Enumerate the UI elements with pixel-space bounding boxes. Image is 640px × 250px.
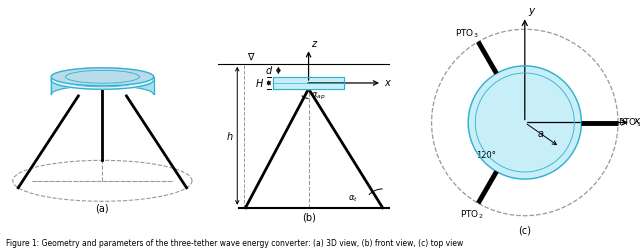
Text: $\alpha_{ap}$: $\alpha_{ap}$ xyxy=(311,91,326,102)
Text: $d$: $d$ xyxy=(266,64,274,76)
Text: $h$: $h$ xyxy=(226,130,233,142)
Text: $x$: $x$ xyxy=(633,116,640,126)
Text: $H$: $H$ xyxy=(255,77,264,89)
Text: $\alpha_t$: $\alpha_t$ xyxy=(348,193,358,204)
Text: (b): (b) xyxy=(301,212,316,222)
Text: $y$: $y$ xyxy=(528,6,536,18)
Polygon shape xyxy=(51,68,154,80)
Text: (a): (a) xyxy=(95,203,109,213)
Polygon shape xyxy=(51,68,154,86)
Text: $a$: $a$ xyxy=(537,129,544,139)
Polygon shape xyxy=(273,77,344,89)
Text: PTO$_3$: PTO$_3$ xyxy=(455,28,479,40)
Polygon shape xyxy=(51,71,154,89)
Text: PTO$_1$: PTO$_1$ xyxy=(618,116,640,129)
Text: PTO$_2$: PTO$_2$ xyxy=(460,208,483,221)
Text: $\nabla$: $\nabla$ xyxy=(246,51,255,62)
Text: Figure 1: Geometry and parameters of the three-tether wave energy converter: (a): Figure 1: Geometry and parameters of the… xyxy=(6,238,463,248)
Text: (c): (c) xyxy=(518,226,531,235)
Text: $x$: $x$ xyxy=(384,78,392,88)
Text: 120°: 120° xyxy=(476,152,496,160)
Text: $z$: $z$ xyxy=(311,39,319,49)
Polygon shape xyxy=(468,66,581,179)
Polygon shape xyxy=(51,71,154,94)
